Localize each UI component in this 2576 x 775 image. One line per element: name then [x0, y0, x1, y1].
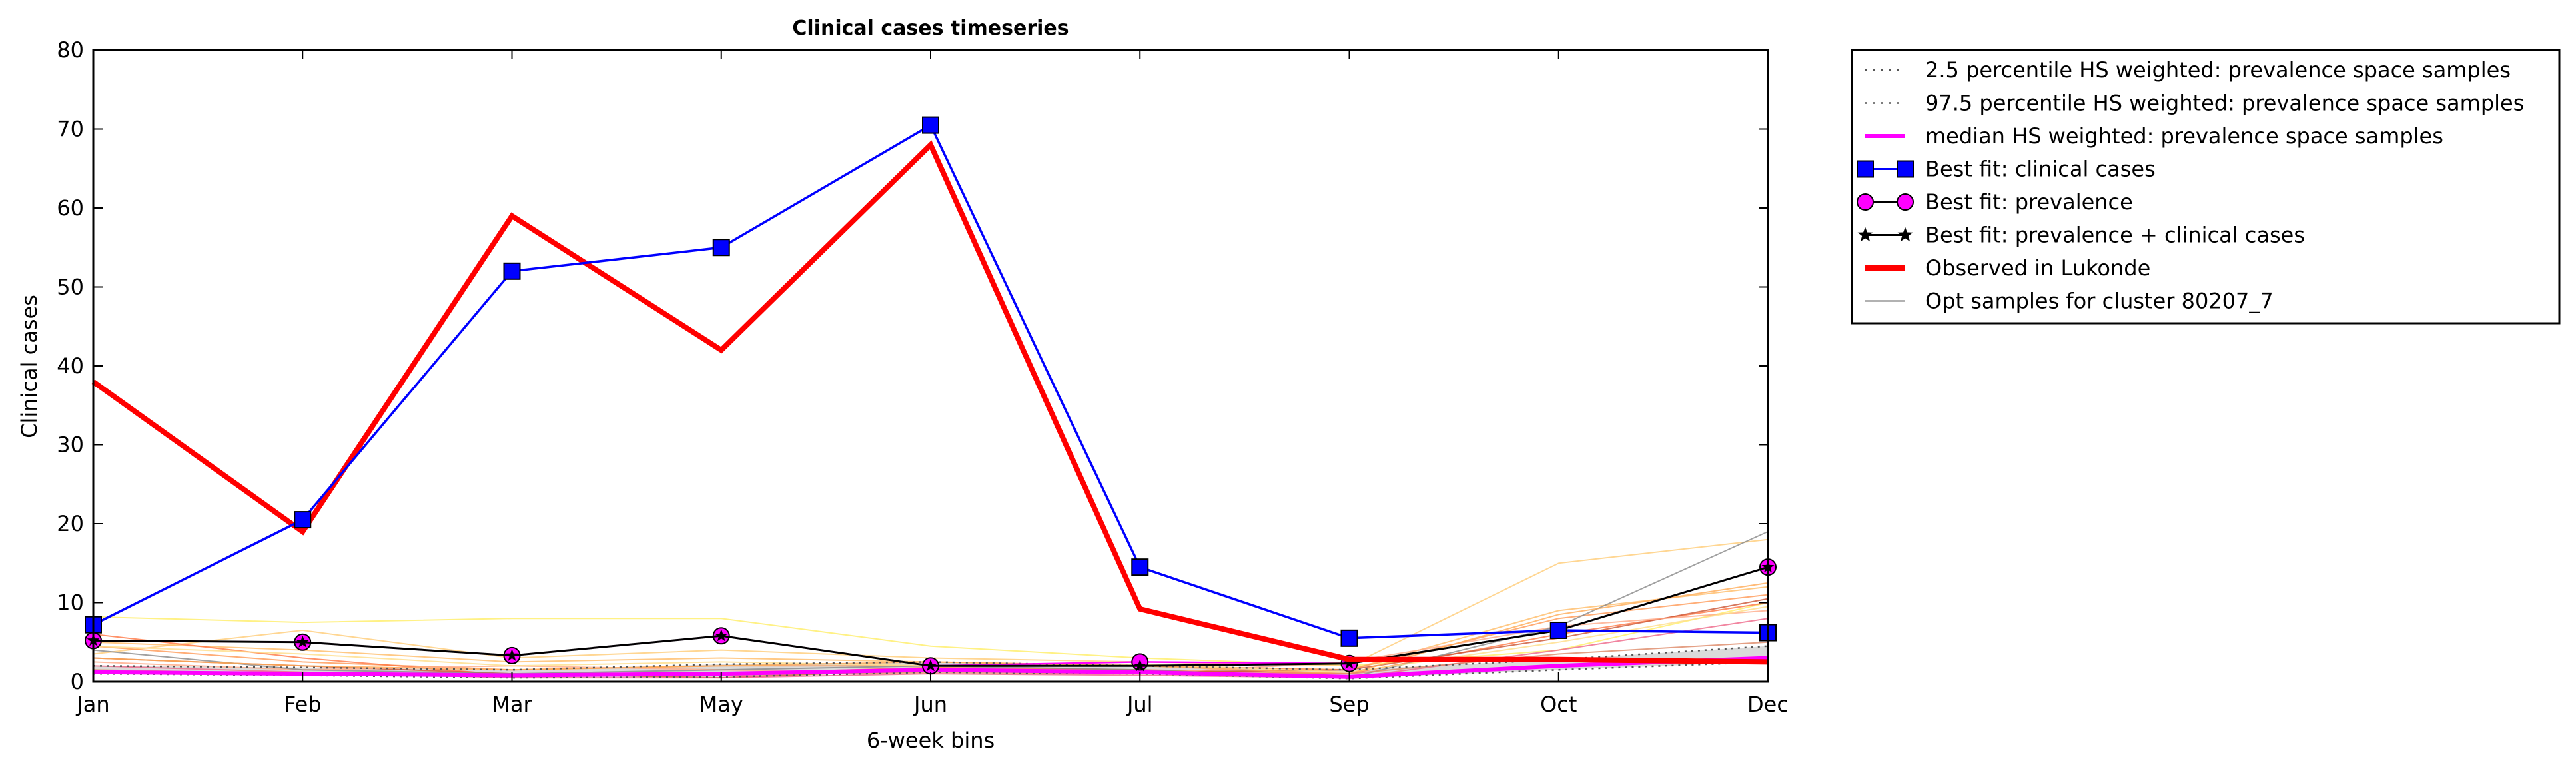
legend-entry: Best fit: prevalence + clinical cases — [1857, 223, 2305, 248]
x-tick-label: May — [699, 692, 743, 717]
x-tick-label: Jul — [1126, 692, 1153, 717]
legend-entry: 97.5 percentile HS weighted: prevalence … — [1865, 91, 2524, 116]
x-tick-label: Sep — [1329, 692, 1369, 717]
legend-marker — [1857, 160, 1874, 178]
legend-entry: Best fit: clinical cases — [1857, 157, 2156, 182]
best-fit-combined-point — [715, 629, 728, 642]
legend-label: 97.5 percentile HS weighted: prevalence … — [1925, 91, 2524, 116]
legend-box — [1851, 49, 2561, 325]
best-fit-combined-point — [296, 635, 309, 648]
best-fit-combined-point — [506, 648, 518, 661]
legend-marker — [1857, 193, 1874, 211]
legend-marker — [1897, 193, 1914, 211]
legend-entry: Best fit: prevalence — [1857, 189, 2133, 215]
legend-marker — [1897, 160, 1914, 178]
legend-label: Observed in Lukonde — [1925, 255, 2150, 281]
legend-label: median HS weighted: prevalence space sam… — [1925, 123, 2443, 149]
best-fit-clinical-point — [922, 116, 939, 134]
best-fit-combined-point — [1133, 659, 1146, 672]
legend-entry: Observed in Lukonde — [1865, 255, 2150, 281]
legend-entry: 2.5 percentile HS weighted: prevalence s… — [1865, 57, 2511, 83]
series-lines — [85, 116, 1777, 680]
y-tick-label: 0 — [71, 669, 84, 694]
x-tick-label: Feb — [284, 692, 322, 717]
legend-label: 2.5 percentile HS weighted: prevalence s… — [1925, 57, 2511, 83]
observed-line — [91, 140, 1769, 665]
y-tick-label: 80 — [57, 37, 84, 63]
legend-marker — [1897, 227, 1913, 242]
best-fit-clinical-point — [294, 511, 312, 529]
legend-label: Best fit: prevalence — [1925, 189, 2133, 215]
x-tick-label: Oct — [1540, 692, 1577, 717]
legend-marker — [1857, 227, 1873, 242]
y-tick-label: 40 — [57, 353, 84, 379]
opt-sample-line-1 — [93, 602, 1769, 667]
y-tick-label: 60 — [57, 195, 84, 221]
plot-background — [93, 50, 1768, 682]
best-fit-combined-point — [1343, 656, 1356, 669]
best-fit-clinical-point — [1131, 558, 1149, 576]
legend-label: Best fit: prevalence + clinical cases — [1925, 223, 2305, 248]
axes: 0 10 20 30 40 50 60 70 80 Jan Feb Mar May Jun Jul Sep Oc… — [57, 37, 1789, 717]
best-fit-clinical-point — [1340, 629, 1358, 647]
x-axis-label: 6-week bins — [867, 728, 995, 753]
chart-title: Clinical cases timeseries — [792, 17, 1069, 40]
y-axis-label: Clinical cases — [17, 295, 42, 438]
legend-label: Best fit: clinical cases — [1925, 157, 2156, 182]
x-tick-label: Dec — [1747, 692, 1789, 717]
x-tick-label: Jan — [75, 692, 109, 717]
legend-entry: median HS weighted: prevalence space sam… — [1865, 123, 2443, 149]
legend-label: Opt samples for cluster 80207_7 — [1925, 289, 2274, 314]
y-tick-label: 20 — [57, 511, 84, 536]
x-tick-label: Mar — [492, 692, 532, 717]
legend-entry: Opt samples for cluster 80207_7 — [1865, 289, 2274, 314]
best-fit-clinical-point — [503, 262, 521, 280]
plot-area — [93, 50, 1768, 682]
best-fit-clinical-point — [1549, 621, 1567, 639]
y-tick-label: 10 — [57, 590, 84, 616]
best-fit-combined-point — [924, 659, 937, 672]
best-fit-clinical-point — [712, 239, 730, 257]
y-tick-label: 70 — [57, 117, 84, 142]
y-tick-label: 50 — [57, 275, 84, 300]
y-tick-label: 30 — [57, 432, 84, 458]
x-tick-label: Jun — [913, 692, 947, 717]
legend: 2.5 percentile HS weighted: prevalence s… — [1851, 49, 2561, 325]
